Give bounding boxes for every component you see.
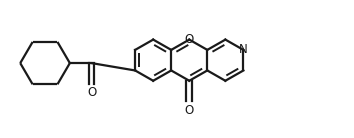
Text: O: O [87, 86, 96, 99]
Text: O: O [185, 104, 194, 117]
Text: N: N [239, 43, 248, 56]
Text: O: O [185, 33, 194, 46]
